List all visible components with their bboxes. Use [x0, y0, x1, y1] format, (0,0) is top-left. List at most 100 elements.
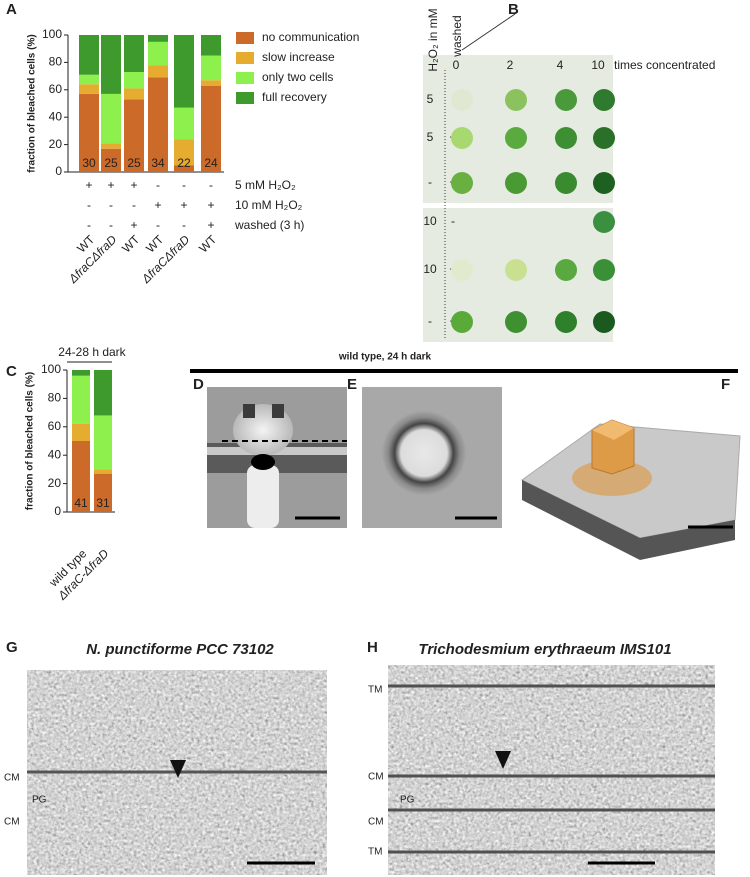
column-caption: times concentrated: [614, 58, 715, 72]
condition-mark: +: [85, 178, 92, 192]
structure-label: PG: [400, 795, 415, 806]
y-tick-label: 60: [49, 82, 63, 96]
colony-spot: [451, 172, 473, 194]
bar-segment: [94, 469, 112, 474]
bar-segment: [148, 77, 168, 172]
arrowhead: [170, 760, 186, 778]
row-conc: 10: [423, 214, 437, 228]
stalk: [247, 465, 279, 528]
panel-label: H: [367, 639, 378, 656]
x-tick-label: WT: [196, 232, 220, 256]
y-axis-label: fraction of bleached cells (%): [27, 34, 38, 172]
bar-segment: [124, 71, 144, 89]
colony-spot: [555, 311, 577, 333]
condition-mark: -: [182, 218, 186, 232]
condition-mark: -: [182, 178, 186, 192]
condition-mark: -: [209, 178, 213, 192]
condition-mark: +: [154, 198, 161, 212]
condition-mark: -: [156, 218, 160, 232]
column-label: 0: [453, 58, 460, 72]
structure-label: CM: [368, 772, 384, 783]
y-tick-label: 20: [48, 476, 62, 490]
arrowhead: [495, 751, 511, 769]
structure-label: TM: [368, 847, 382, 858]
bar-segment: [201, 35, 221, 56]
bar-segment: [201, 85, 221, 172]
y-tick-label: 0: [55, 164, 62, 178]
bar-count: 25: [127, 156, 141, 170]
colony-spot: [555, 172, 577, 194]
colony-spot: [555, 89, 577, 111]
condition-mark: +: [180, 198, 187, 212]
condition-mark: -: [109, 198, 113, 212]
bar-segment: [201, 80, 221, 86]
y-axis-label: fraction of bleached cells (%): [25, 372, 36, 510]
legend-swatch: [236, 52, 254, 64]
colony-spot: [451, 311, 473, 333]
bar-segment: [72, 441, 90, 512]
panel-label: G: [6, 639, 18, 656]
bar-count: 30: [82, 156, 96, 170]
structure-label: CM: [4, 817, 20, 828]
condition-mark: -: [109, 218, 113, 232]
condition-mark: +: [207, 198, 214, 212]
row-washed: -: [451, 214, 455, 228]
bar-segment: [79, 84, 99, 94]
bar-segment: [79, 93, 99, 172]
bar-segment: [101, 35, 121, 94]
bar-segment: [124, 99, 144, 172]
bar-segment: [79, 74, 99, 85]
colony-spot: [593, 211, 615, 233]
column-label: 4: [557, 58, 564, 72]
complex-top: [592, 420, 634, 440]
structure-label: CM: [368, 817, 384, 828]
bar-count: 31: [96, 496, 110, 510]
washed-header: washed: [450, 15, 464, 57]
bar-segment: [101, 93, 121, 144]
bar-count: 24: [204, 156, 218, 170]
tomo-title: Trichodesmium erythraeum IMS101: [418, 641, 671, 658]
chart-title: 24-28 h dark: [58, 345, 126, 359]
cap: [272, 404, 284, 418]
bar-count: 41: [74, 496, 88, 510]
condition-mark: +: [207, 218, 214, 232]
ring: [382, 411, 466, 495]
y-tick-label: 80: [48, 391, 62, 405]
membranes: [388, 684, 715, 854]
structure-label: TM: [368, 685, 382, 696]
bar-segment: [148, 41, 168, 66]
surface-side: [522, 480, 735, 560]
bar-segment: [72, 370, 90, 376]
column-label: 2: [507, 58, 514, 72]
legend-swatch: [236, 32, 254, 44]
tomo-title: N. punctiforme PCC 73102: [86, 641, 274, 658]
condition-label: washed (3 h): [234, 218, 304, 232]
bar-segment: [174, 139, 194, 166]
base: [572, 460, 652, 496]
y-tick-label: 0: [54, 504, 61, 518]
y-tick-label: 20: [49, 137, 63, 151]
tomogram-h: [388, 665, 715, 875]
column-label: 10: [591, 58, 605, 72]
bar-segment: [201, 55, 221, 81]
y-tick-label: 40: [48, 447, 62, 461]
bar-segment: [72, 423, 90, 441]
bar-count: 34: [151, 156, 165, 170]
y-tick-label: 100: [41, 362, 61, 376]
x-tick-label: ΔfraCΔfraD: [138, 232, 192, 286]
condition-mark: -: [156, 178, 160, 192]
row-conc: -: [428, 175, 432, 189]
colony-spot: [555, 259, 577, 281]
condition-mark: +: [107, 178, 114, 192]
y-tick-label: 60: [48, 419, 62, 433]
condition-mark: +: [130, 218, 137, 232]
y-tick-label: 40: [49, 109, 63, 123]
colony-spot: [451, 89, 473, 111]
colony-spot: [555, 127, 577, 149]
bar-count: 22: [177, 156, 191, 170]
legend-label: slow increase: [262, 50, 335, 64]
x-tick-label: WT: [119, 232, 143, 256]
row-conc: 5: [427, 130, 434, 144]
